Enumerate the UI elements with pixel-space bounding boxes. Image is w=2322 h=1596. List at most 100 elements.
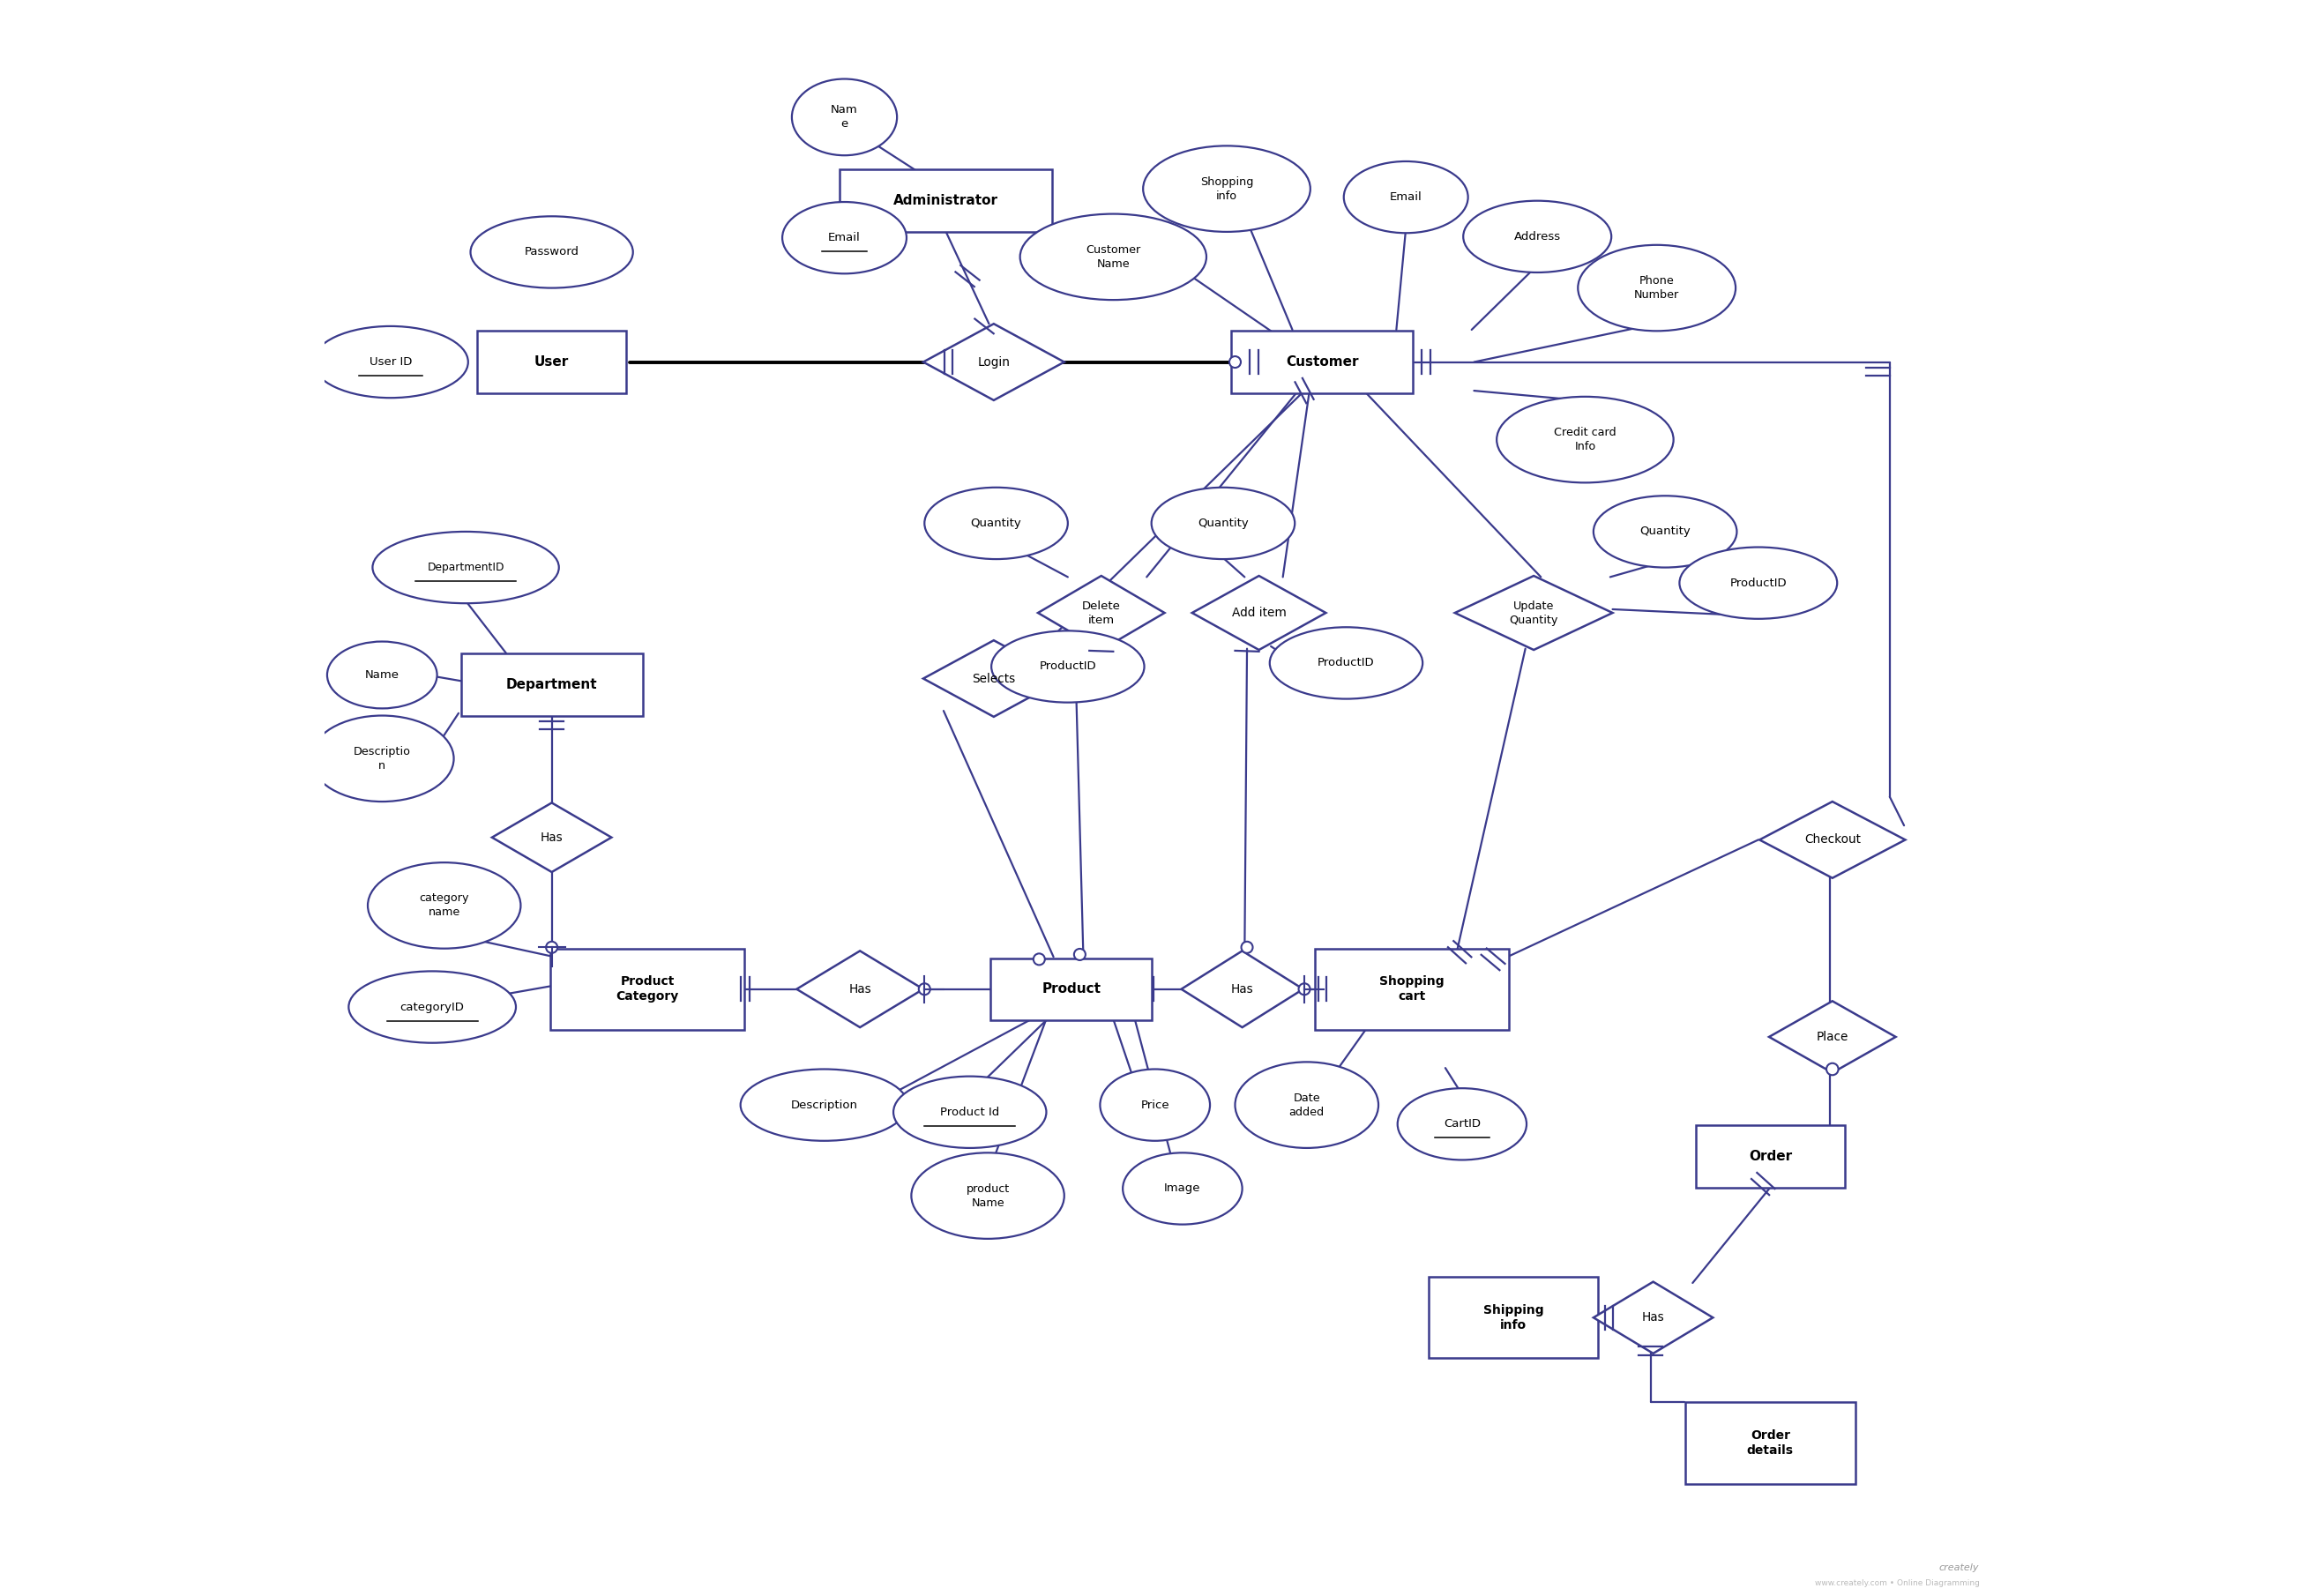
Text: product
Name: product Name xyxy=(966,1183,1010,1208)
Text: category
name: category name xyxy=(420,892,469,918)
Text: creately: creately xyxy=(1939,1564,1978,1572)
Text: Has: Has xyxy=(541,832,564,844)
Text: Has: Has xyxy=(848,983,871,996)
Circle shape xyxy=(1075,948,1084,961)
Text: ProductID: ProductID xyxy=(1040,661,1096,672)
Text: Product: Product xyxy=(1043,983,1101,996)
Text: Order: Order xyxy=(1748,1149,1793,1163)
Circle shape xyxy=(1827,1063,1839,1076)
Ellipse shape xyxy=(1463,201,1611,273)
Text: Descriptio
n: Descriptio n xyxy=(353,745,411,771)
Text: Delete
item: Delete item xyxy=(1082,600,1122,626)
FancyBboxPatch shape xyxy=(1686,1403,1855,1484)
Ellipse shape xyxy=(1019,214,1207,300)
Circle shape xyxy=(546,942,557,953)
Polygon shape xyxy=(1038,576,1166,650)
Ellipse shape xyxy=(1679,547,1837,619)
Text: Address: Address xyxy=(1514,231,1560,243)
Text: Quantity: Quantity xyxy=(1198,517,1249,528)
Ellipse shape xyxy=(311,715,453,801)
Text: Has: Has xyxy=(1231,983,1254,996)
Text: Administrator: Administrator xyxy=(894,195,998,207)
Ellipse shape xyxy=(1498,397,1674,482)
Ellipse shape xyxy=(1235,1061,1379,1148)
Text: Order
details: Order details xyxy=(1746,1428,1793,1457)
Polygon shape xyxy=(1182,951,1303,1028)
Text: Description: Description xyxy=(789,1100,857,1111)
Text: Shipping
info: Shipping info xyxy=(1484,1304,1544,1331)
Polygon shape xyxy=(1769,1001,1895,1073)
Text: Product
Category: Product Category xyxy=(615,975,678,1002)
FancyBboxPatch shape xyxy=(462,653,643,715)
Text: Place: Place xyxy=(1816,1031,1848,1044)
Polygon shape xyxy=(924,640,1063,717)
Circle shape xyxy=(1228,356,1240,367)
Text: Credit card
Info: Credit card Info xyxy=(1553,426,1616,452)
Text: Name: Name xyxy=(365,669,399,681)
FancyBboxPatch shape xyxy=(550,948,743,1029)
Ellipse shape xyxy=(1142,145,1310,231)
Text: Nam
e: Nam e xyxy=(831,104,859,129)
Text: Product Id: Product Id xyxy=(940,1106,998,1117)
Ellipse shape xyxy=(991,630,1145,702)
Text: Phone
Number: Phone Number xyxy=(1635,275,1679,300)
Text: Department: Department xyxy=(506,678,597,691)
Polygon shape xyxy=(1760,801,1906,878)
Text: Checkout: Checkout xyxy=(1804,833,1860,846)
Text: Selects: Selects xyxy=(973,672,1015,685)
FancyBboxPatch shape xyxy=(1695,1125,1846,1187)
Text: Email: Email xyxy=(829,231,861,244)
Text: ProductID: ProductID xyxy=(1317,658,1375,669)
Text: User: User xyxy=(534,356,569,369)
Ellipse shape xyxy=(1124,1152,1242,1224)
Text: User ID: User ID xyxy=(369,356,411,367)
Text: Quantity: Quantity xyxy=(971,517,1022,528)
Polygon shape xyxy=(1456,576,1611,650)
Text: Date
added: Date added xyxy=(1289,1092,1324,1117)
Ellipse shape xyxy=(894,1076,1047,1148)
Circle shape xyxy=(920,983,931,994)
FancyBboxPatch shape xyxy=(1428,1277,1598,1358)
Circle shape xyxy=(1298,983,1310,994)
Ellipse shape xyxy=(1579,244,1735,330)
Circle shape xyxy=(1033,953,1045,966)
Ellipse shape xyxy=(348,972,515,1042)
FancyBboxPatch shape xyxy=(1314,948,1509,1029)
Text: ProductID: ProductID xyxy=(1730,578,1788,589)
Polygon shape xyxy=(924,324,1063,401)
Ellipse shape xyxy=(313,326,469,397)
FancyBboxPatch shape xyxy=(841,169,1052,231)
Text: Quantity: Quantity xyxy=(1639,527,1690,538)
Ellipse shape xyxy=(1101,1069,1210,1141)
Text: Customer
Name: Customer Name xyxy=(1087,244,1140,270)
Ellipse shape xyxy=(471,217,634,287)
Polygon shape xyxy=(796,951,924,1028)
FancyBboxPatch shape xyxy=(991,958,1152,1020)
Text: Shopping
info: Shopping info xyxy=(1200,176,1254,201)
Ellipse shape xyxy=(372,531,560,603)
Ellipse shape xyxy=(783,203,906,273)
Text: Price: Price xyxy=(1140,1100,1170,1111)
Ellipse shape xyxy=(910,1152,1063,1238)
Text: Has: Has xyxy=(1642,1312,1665,1323)
Text: CartID: CartID xyxy=(1444,1119,1481,1130)
Ellipse shape xyxy=(924,487,1068,559)
Text: Customer: Customer xyxy=(1286,356,1358,369)
Text: Shopping
cart: Shopping cart xyxy=(1379,975,1444,1002)
Text: Add item: Add item xyxy=(1231,606,1286,619)
Text: Update
Quantity: Update Quantity xyxy=(1509,600,1558,626)
FancyBboxPatch shape xyxy=(476,330,627,393)
Ellipse shape xyxy=(741,1069,908,1141)
Polygon shape xyxy=(1593,1282,1714,1353)
Polygon shape xyxy=(1191,576,1326,650)
Text: Email: Email xyxy=(1389,192,1421,203)
Text: www.creately.com • Online Diagramming: www.creately.com • Online Diagramming xyxy=(1813,1578,1978,1586)
Ellipse shape xyxy=(1398,1088,1526,1160)
Ellipse shape xyxy=(1152,487,1296,559)
Text: Login: Login xyxy=(978,356,1010,369)
Ellipse shape xyxy=(792,78,896,155)
Ellipse shape xyxy=(367,862,520,948)
Circle shape xyxy=(1242,942,1254,953)
Text: DepartmentID: DepartmentID xyxy=(427,562,504,573)
Ellipse shape xyxy=(1593,496,1737,568)
